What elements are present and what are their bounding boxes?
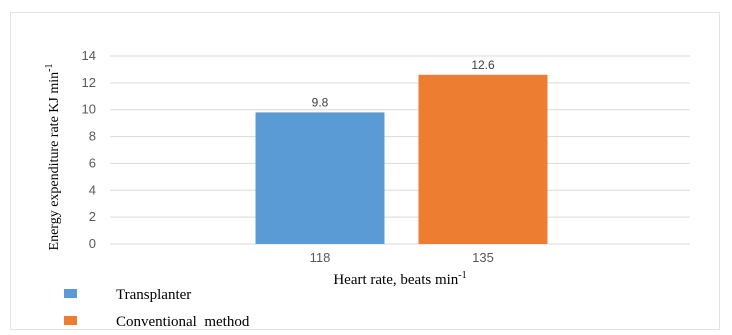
x-axis-title: Heart rate, beats min-1 (333, 270, 466, 288)
bar (255, 112, 385, 245)
x-tick-labels: 118 135 (310, 250, 494, 265)
bar (418, 74, 548, 244)
x-tick-label: 118 (310, 250, 331, 265)
y-tick-label: 12 (82, 75, 96, 90)
data-label: 12.6 (471, 58, 495, 72)
y-tick-label: 14 (82, 48, 96, 63)
data-label: 9.8 (312, 95, 329, 109)
gridlines (110, 55, 690, 245)
legend: Transplanter Conventional method (64, 287, 250, 330)
legend-swatch (64, 316, 77, 325)
legend-label: Conventional method (116, 314, 250, 330)
y-tick-label: 6 (89, 155, 96, 170)
y-tick-label: 10 (82, 102, 96, 117)
bars: 9.8 12.6 (255, 58, 548, 245)
y-tick-labels: 0 2 4 6 8 10 12 14 (82, 48, 96, 251)
legend-label: Transplanter (116, 287, 191, 303)
y-axis-title: Energy expenditure rate KJ min-1 (44, 64, 62, 251)
y-tick-label: 8 (89, 129, 96, 144)
y-tick-label: 0 (89, 236, 96, 251)
x-tick-label: 135 (472, 250, 494, 265)
legend-swatch (64, 289, 77, 298)
y-tick-label: 4 (89, 182, 96, 197)
y-tick-label: 2 (89, 209, 96, 224)
